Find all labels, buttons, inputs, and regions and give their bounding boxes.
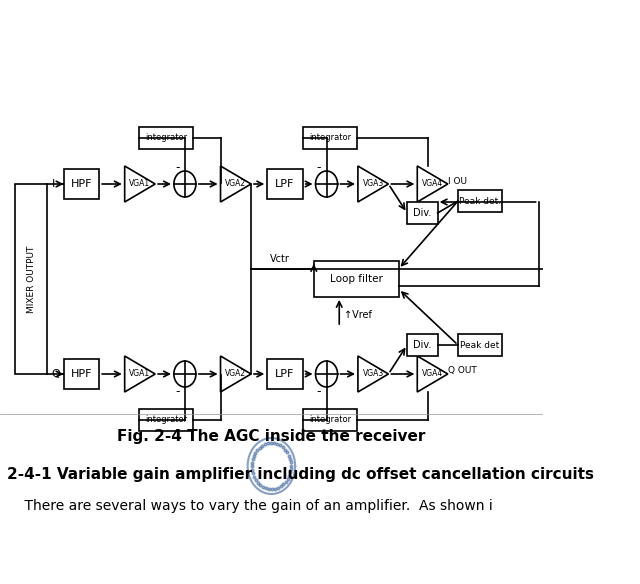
Text: integrator: integrator bbox=[309, 134, 351, 142]
Text: Q: Q bbox=[52, 369, 61, 379]
Text: VGA1: VGA1 bbox=[129, 370, 150, 378]
Text: 2-4-1 Variable gain amplifier including dc offset cancellation circuits: 2-4-1 Variable gain amplifier including … bbox=[7, 467, 594, 481]
Circle shape bbox=[174, 361, 196, 387]
Text: There are several ways to vary the gain of an amplifier.  As shown i: There are several ways to vary the gain … bbox=[7, 499, 493, 513]
Text: Loop filter: Loop filter bbox=[330, 274, 383, 284]
FancyBboxPatch shape bbox=[267, 169, 303, 199]
FancyBboxPatch shape bbox=[458, 334, 502, 356]
Text: integrator: integrator bbox=[309, 415, 351, 425]
FancyBboxPatch shape bbox=[139, 409, 193, 431]
Text: ↑Vref: ↑Vref bbox=[344, 310, 372, 320]
FancyBboxPatch shape bbox=[407, 334, 438, 356]
Text: Q OUT: Q OUT bbox=[448, 367, 477, 376]
Polygon shape bbox=[125, 166, 156, 202]
Circle shape bbox=[174, 171, 196, 197]
Text: -: - bbox=[317, 162, 321, 175]
FancyBboxPatch shape bbox=[139, 127, 193, 149]
Text: I OU: I OU bbox=[448, 176, 467, 186]
Text: VGA4: VGA4 bbox=[422, 370, 443, 378]
Text: HPF: HPF bbox=[70, 179, 92, 189]
Text: -: - bbox=[176, 162, 180, 175]
Text: LPF: LPF bbox=[275, 179, 294, 189]
Text: LPF: LPF bbox=[275, 369, 294, 379]
FancyBboxPatch shape bbox=[63, 359, 99, 389]
Text: VGA1: VGA1 bbox=[129, 179, 150, 189]
Circle shape bbox=[316, 361, 337, 387]
FancyBboxPatch shape bbox=[303, 127, 357, 149]
Text: VGA4: VGA4 bbox=[422, 179, 443, 189]
Text: VGA2: VGA2 bbox=[225, 179, 246, 189]
Text: I: I bbox=[52, 179, 55, 189]
FancyBboxPatch shape bbox=[458, 190, 502, 212]
Text: Peak det: Peak det bbox=[460, 340, 500, 349]
Polygon shape bbox=[417, 356, 448, 392]
Polygon shape bbox=[417, 166, 448, 202]
Text: Div.: Div. bbox=[413, 340, 431, 350]
Text: integrator: integrator bbox=[145, 134, 188, 142]
Text: VGA2: VGA2 bbox=[225, 370, 246, 378]
Text: integrator: integrator bbox=[145, 415, 188, 425]
Text: Div.: Div. bbox=[413, 208, 431, 218]
FancyBboxPatch shape bbox=[15, 184, 47, 374]
FancyBboxPatch shape bbox=[267, 359, 303, 389]
Circle shape bbox=[316, 171, 337, 197]
Text: Vctr: Vctr bbox=[270, 254, 290, 264]
FancyBboxPatch shape bbox=[303, 409, 357, 431]
Text: Peak det.: Peak det. bbox=[459, 196, 501, 206]
Text: Fig. 2-4 The AGC inside the receiver: Fig. 2-4 The AGC inside the receiver bbox=[117, 429, 426, 443]
Text: HPF: HPF bbox=[70, 369, 92, 379]
Text: -: - bbox=[317, 385, 321, 398]
FancyBboxPatch shape bbox=[63, 169, 99, 199]
Text: VGA3: VGA3 bbox=[362, 370, 384, 378]
Text: -: - bbox=[176, 385, 180, 398]
FancyBboxPatch shape bbox=[407, 202, 438, 224]
Polygon shape bbox=[221, 356, 251, 392]
Text: VGA3: VGA3 bbox=[362, 179, 384, 189]
FancyBboxPatch shape bbox=[314, 261, 399, 297]
Polygon shape bbox=[125, 356, 156, 392]
Polygon shape bbox=[358, 356, 388, 392]
Polygon shape bbox=[221, 166, 251, 202]
Polygon shape bbox=[358, 166, 388, 202]
Text: MIXER OUTPUT: MIXER OUTPUT bbox=[27, 245, 36, 312]
